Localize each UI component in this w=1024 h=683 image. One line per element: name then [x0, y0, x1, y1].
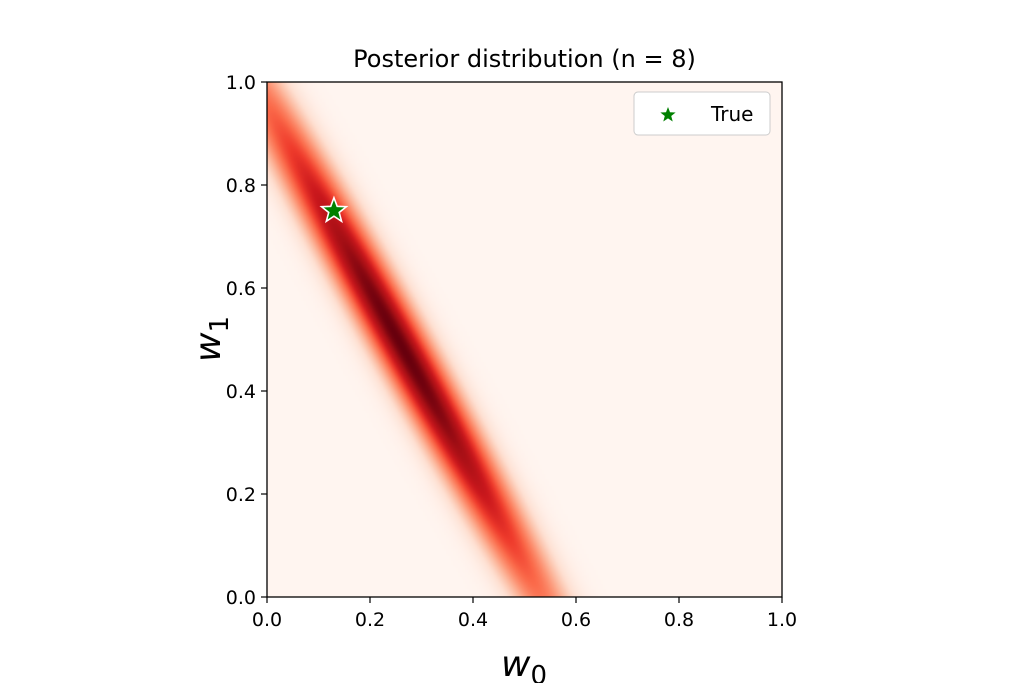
posterior-heatmap	[267, 82, 782, 597]
legend-label-true: True	[710, 102, 753, 126]
legend: True	[633, 91, 771, 136]
plot-area	[266, 81, 783, 598]
x-axis-label: w0	[501, 644, 547, 683]
y-tick-label: 0.8	[226, 175, 256, 197]
y-axis-ticks: 0.0 0.2 0.4 0.6 0.8 1.0	[226, 72, 267, 609]
x-tick-label: 0.0	[252, 609, 282, 631]
plot-frame	[266, 81, 783, 598]
x-tick-label: 0.4	[458, 609, 488, 631]
chart-title: Posterior distribution (n = 8)	[353, 45, 696, 73]
y-axis-label: w1	[188, 316, 235, 362]
y-tick-label: 0.2	[226, 484, 256, 506]
y-tick-label: 1.0	[226, 72, 256, 94]
x-axis-ticks: 0.0 0.2 0.4 0.6 0.8 1.0	[252, 597, 797, 631]
y-tick-label: 0.6	[226, 278, 256, 300]
true-point-star	[319, 195, 349, 224]
x-tick-label: 1.0	[767, 609, 797, 631]
legend-star-icon	[660, 107, 676, 122]
y-tick-label: 0.4	[226, 381, 256, 403]
x-tick-label: 0.2	[355, 609, 385, 631]
y-tick-label: 0.0	[226, 587, 256, 609]
x-tick-label: 0.8	[664, 609, 694, 631]
legend-box	[633, 91, 771, 136]
x-tick-label: 0.6	[561, 609, 591, 631]
